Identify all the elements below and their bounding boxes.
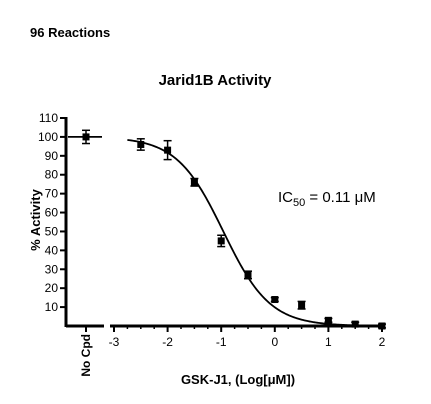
data-point (163, 139, 172, 161)
y-tick-label: 100 (38, 130, 58, 144)
points-layer (68, 129, 386, 330)
x-tick-label: 0 (271, 335, 278, 349)
ic50-subscript: 50 (293, 197, 305, 209)
y-tick-label: 50 (45, 224, 59, 238)
y-axis-label: % Activity (28, 188, 43, 250)
y-tick-label: 90 (45, 149, 59, 163)
data-point (351, 320, 360, 328)
x-control-label: No Cpd (79, 334, 93, 377)
x-tick-label: -3 (109, 335, 120, 349)
data-marker (271, 296, 279, 304)
y-tick-label: 80 (45, 168, 59, 182)
ic50-prefix: IC (278, 189, 293, 206)
data-point (244, 270, 252, 280)
data-marker (324, 316, 332, 324)
y-tick-label: 70 (45, 187, 59, 201)
ic50-value: = 0.11 μM (305, 189, 375, 206)
fit-layer (127, 139, 383, 327)
y-tick-label: 30 (45, 262, 59, 276)
data-point (324, 316, 333, 324)
data-point (378, 322, 386, 330)
ic50-annotation: IC50 = 0.11 μM (278, 189, 376, 209)
data-marker (217, 237, 225, 245)
y-tick-label: 40 (45, 243, 59, 257)
data-point (270, 296, 279, 304)
data-point (136, 138, 145, 151)
data-marker (137, 140, 145, 148)
y-tick-label: 60 (45, 206, 59, 220)
data-marker (164, 146, 172, 154)
data-point (297, 300, 306, 310)
x-axis-label: GSK-J1, (Log[μM]) (181, 372, 295, 387)
page-header: 96 Reactions (30, 25, 111, 40)
ic50-text: IC50 = 0.11 μM (278, 189, 376, 209)
data-marker (244, 271, 252, 279)
data-marker (82, 133, 90, 141)
data-marker (298, 301, 306, 309)
x-tick-label: -1 (216, 335, 227, 349)
chart-title: Jarid1B Activity (159, 72, 272, 89)
data-marker (378, 322, 386, 330)
fit-curve (127, 139, 383, 327)
x-tick-label: 2 (379, 335, 386, 349)
x-tick-label: 1 (325, 335, 332, 349)
y-tick-label: 110 (39, 111, 58, 125)
data-point (217, 234, 226, 248)
data-point (190, 177, 199, 187)
control-point (82, 129, 90, 145)
y-tick-label: 20 (45, 281, 59, 295)
y-tick-label: 10 (45, 300, 59, 314)
data-marker (351, 320, 359, 328)
data-marker (190, 178, 198, 186)
x-tick-label: -2 (162, 335, 173, 349)
axes: 10 20 30 40 50 60 70 80 90 100 110 No Cpd -3 -2 -1 0 1 2 (38, 111, 386, 377)
